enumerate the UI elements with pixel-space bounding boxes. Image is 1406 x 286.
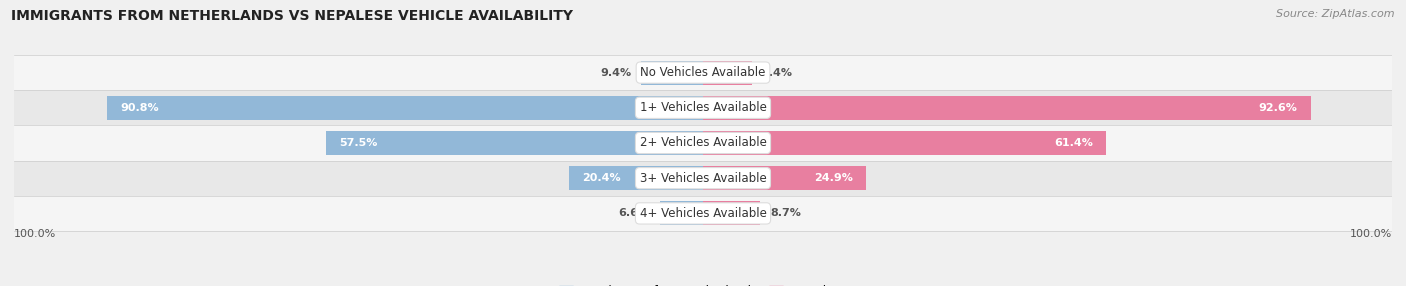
Text: 24.9%: 24.9% — [814, 173, 853, 183]
Text: 61.4%: 61.4% — [1054, 138, 1092, 148]
Bar — [107, 96, 703, 120]
Bar — [326, 131, 703, 155]
Bar — [641, 61, 703, 85]
Text: 90.8%: 90.8% — [121, 103, 159, 113]
Text: 2+ Vehicles Available: 2+ Vehicles Available — [640, 136, 766, 150]
Text: 20.4%: 20.4% — [582, 173, 621, 183]
Bar — [14, 55, 1392, 90]
Text: 8.7%: 8.7% — [770, 208, 801, 219]
Bar — [703, 201, 761, 225]
Text: 7.4%: 7.4% — [762, 67, 793, 78]
Text: 6.6%: 6.6% — [619, 208, 650, 219]
Bar — [703, 166, 866, 190]
Text: 3+ Vehicles Available: 3+ Vehicles Available — [640, 172, 766, 185]
Text: 9.4%: 9.4% — [600, 67, 631, 78]
Bar — [703, 61, 752, 85]
Text: 100.0%: 100.0% — [1350, 229, 1392, 239]
Text: 4+ Vehicles Available: 4+ Vehicles Available — [640, 207, 766, 220]
Bar — [703, 96, 1310, 120]
Bar — [659, 201, 703, 225]
Bar — [569, 166, 703, 190]
Bar — [14, 161, 1392, 196]
Text: IMMIGRANTS FROM NETHERLANDS VS NEPALESE VEHICLE AVAILABILITY: IMMIGRANTS FROM NETHERLANDS VS NEPALESE … — [11, 9, 574, 23]
Text: No Vehicles Available: No Vehicles Available — [640, 66, 766, 79]
Bar — [14, 196, 1392, 231]
Text: Source: ZipAtlas.com: Source: ZipAtlas.com — [1277, 9, 1395, 19]
Legend: Immigrants from Netherlands, Nepalese: Immigrants from Netherlands, Nepalese — [558, 285, 848, 286]
Bar — [14, 125, 1392, 161]
Text: 1+ Vehicles Available: 1+ Vehicles Available — [640, 101, 766, 114]
Bar — [703, 131, 1107, 155]
Text: 100.0%: 100.0% — [14, 229, 56, 239]
Bar — [14, 90, 1392, 125]
Text: 57.5%: 57.5% — [339, 138, 377, 148]
Text: 92.6%: 92.6% — [1258, 103, 1298, 113]
